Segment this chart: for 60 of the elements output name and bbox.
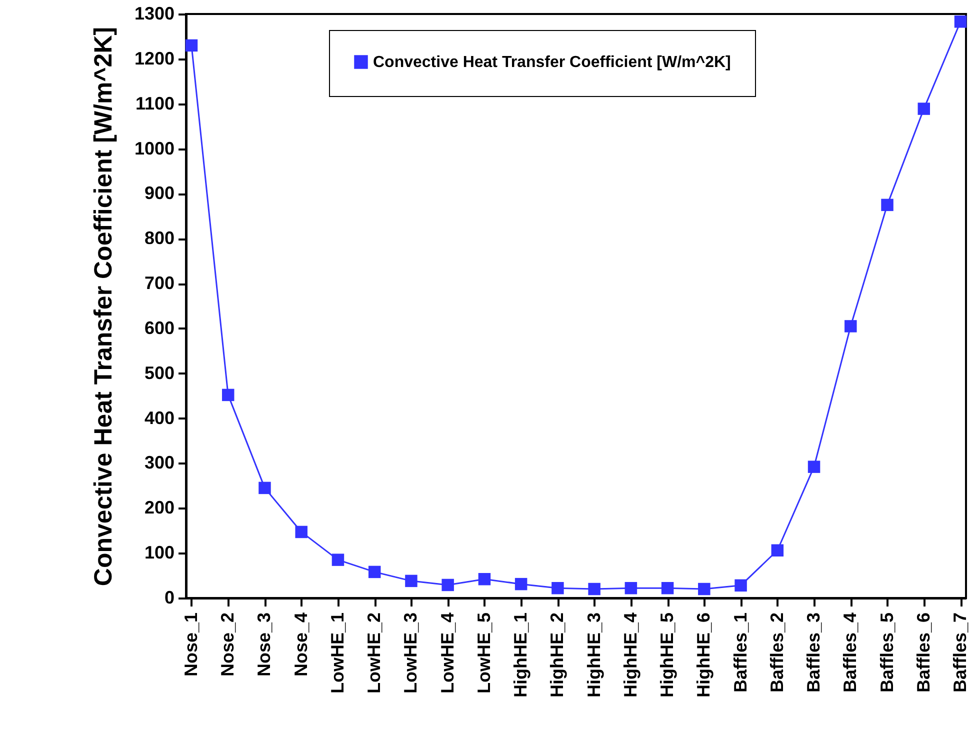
y-tick-label: 1000 bbox=[134, 138, 174, 158]
point bbox=[588, 582, 600, 596]
y-tick-label: 500 bbox=[144, 362, 174, 383]
x-tick-label: Nose_1 bbox=[180, 612, 201, 677]
point bbox=[185, 39, 198, 52]
point bbox=[624, 582, 638, 594]
y-tick-label: 600 bbox=[144, 318, 174, 338]
point bbox=[954, 16, 967, 28]
x-tick-label: LowHE_5 bbox=[474, 612, 494, 694]
y-tick-label: 1300 bbox=[134, 4, 174, 24]
x-tick-label: Baffles_6 bbox=[913, 612, 934, 693]
x-tick-label: Baffles_7 bbox=[950, 612, 970, 693]
x-tick-label: Nose_4 bbox=[290, 612, 311, 677]
point bbox=[222, 388, 234, 402]
x-tick-label: LowHE_2 bbox=[364, 612, 384, 694]
x-tick-label: HighHE_1 bbox=[510, 612, 531, 698]
point bbox=[258, 482, 271, 494]
y-tick-label: 900 bbox=[144, 183, 174, 204]
y-tick-label: 100 bbox=[144, 542, 174, 563]
point bbox=[918, 102, 930, 115]
x-tick-label: Baffles_2 bbox=[766, 612, 787, 693]
point bbox=[332, 554, 344, 566]
point bbox=[661, 582, 674, 594]
x-tick-label: HighHE_6 bbox=[694, 612, 714, 698]
point bbox=[881, 198, 894, 212]
point bbox=[405, 574, 418, 588]
x-tick-label: HighHE_4 bbox=[620, 612, 640, 698]
point bbox=[698, 582, 710, 596]
x-tick-label: Nose_3 bbox=[254, 612, 274, 677]
point bbox=[442, 578, 454, 592]
x-tick-label: Baffles_1 bbox=[730, 612, 750, 693]
y-tick-label: 200 bbox=[144, 498, 174, 518]
y-axis-title: Convective Heat Transfer Coefficient [W/m^2K] bbox=[89, 26, 118, 586]
point bbox=[552, 582, 564, 594]
x-tick-label: Nose_2 bbox=[218, 612, 238, 677]
legend-label: Convective Heat Transfer Coefficient [W/m^2K] bbox=[373, 54, 731, 71]
point bbox=[771, 544, 784, 557]
y-tick-label: 0 bbox=[164, 588, 174, 608]
y-tick-label: 300 bbox=[144, 452, 174, 473]
y-tick-label: 700 bbox=[144, 273, 174, 294]
x-tick-label: LowHE_1 bbox=[327, 612, 348, 694]
x-tick-label: HighHE_2 bbox=[547, 612, 568, 698]
y-tick-label: 800 bbox=[144, 228, 174, 248]
x-tick-label: LowHE_4 bbox=[437, 612, 458, 694]
point bbox=[368, 566, 381, 578]
x-tick-label: HighHE_5 bbox=[657, 612, 678, 698]
point bbox=[514, 578, 528, 590]
point bbox=[295, 526, 308, 538]
x-tick-label: Baffles_3 bbox=[804, 612, 824, 693]
point bbox=[844, 320, 857, 332]
point bbox=[734, 579, 747, 592]
x-tick-label: Baffles_5 bbox=[876, 612, 897, 693]
x-tick-label: HighHE_3 bbox=[584, 612, 604, 698]
y-tick-label: 400 bbox=[144, 408, 174, 428]
x-tick-label: LowHE_3 bbox=[400, 612, 421, 694]
point bbox=[478, 573, 491, 586]
x-tick-label: Baffles_4 bbox=[840, 612, 860, 693]
y-tick-label: 1200 bbox=[134, 48, 174, 68]
point bbox=[808, 460, 820, 473]
y-tick-label: 1100 bbox=[135, 93, 174, 114]
